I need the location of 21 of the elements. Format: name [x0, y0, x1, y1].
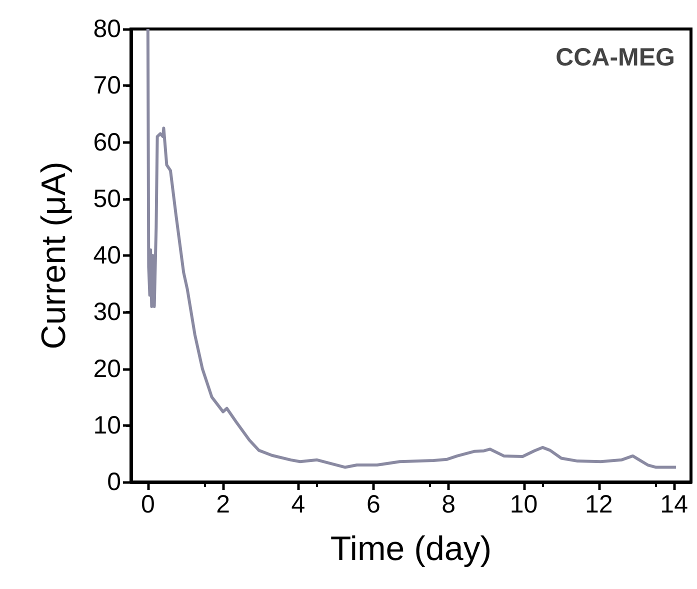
annotation: CCA-MEG	[556, 44, 676, 72]
x-tick-label: 14	[660, 490, 688, 518]
x-axis-title: Time (day)	[330, 530, 492, 568]
x-tick-label: 10	[510, 490, 538, 518]
x-tick-label: 8	[442, 490, 456, 518]
y-tick-label: 50	[93, 184, 121, 213]
x-tick-label: 0	[140, 490, 155, 518]
x-tick-label: 12	[585, 490, 613, 518]
y-tick-label: 0	[107, 468, 121, 496]
y-tick-label: 70	[93, 72, 121, 100]
y-tick-label: 10	[93, 411, 121, 440]
y-tick-label: 40	[93, 242, 121, 270]
x-tick-label: 2	[216, 490, 230, 518]
y-tick-label: 20	[93, 354, 121, 383]
x-tick-label: 4	[291, 490, 306, 518]
y-tick-label: 30	[93, 298, 121, 326]
x-tick-label: 6	[366, 490, 380, 518]
y-tick-label: 60	[93, 128, 121, 156]
line-series	[146, 28, 678, 469]
y-tick-label: 80	[93, 15, 121, 43]
y-axis-title: Current (μA)	[35, 162, 73, 350]
